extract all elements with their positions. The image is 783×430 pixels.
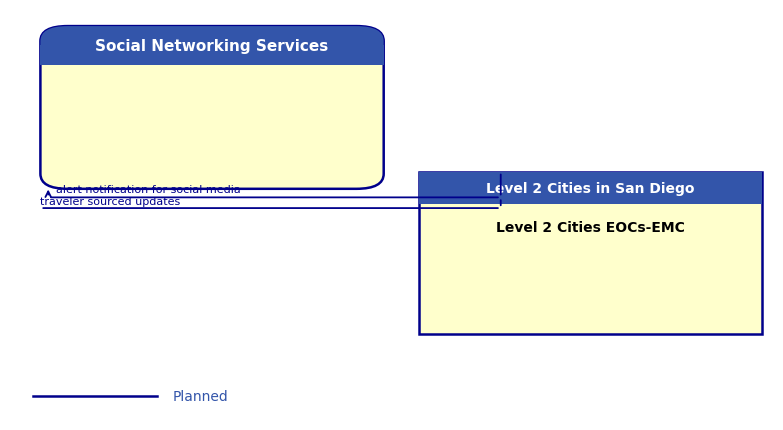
FancyBboxPatch shape: [41, 27, 384, 65]
Text: traveler sourced updates: traveler sourced updates: [41, 196, 181, 206]
Text: Level 2 Cities EOCs-EMC: Level 2 Cities EOCs-EMC: [496, 221, 685, 235]
Text: Social Networking Services: Social Networking Services: [96, 39, 329, 54]
Bar: [41, 46, 384, 65]
Text: alert notification for social media: alert notification for social media: [56, 184, 240, 194]
Text: Planned: Planned: [173, 390, 229, 404]
FancyBboxPatch shape: [41, 27, 384, 189]
Bar: [419, 172, 762, 335]
Bar: [419, 172, 762, 204]
Text: Level 2 Cities in San Diego: Level 2 Cities in San Diego: [486, 181, 695, 195]
